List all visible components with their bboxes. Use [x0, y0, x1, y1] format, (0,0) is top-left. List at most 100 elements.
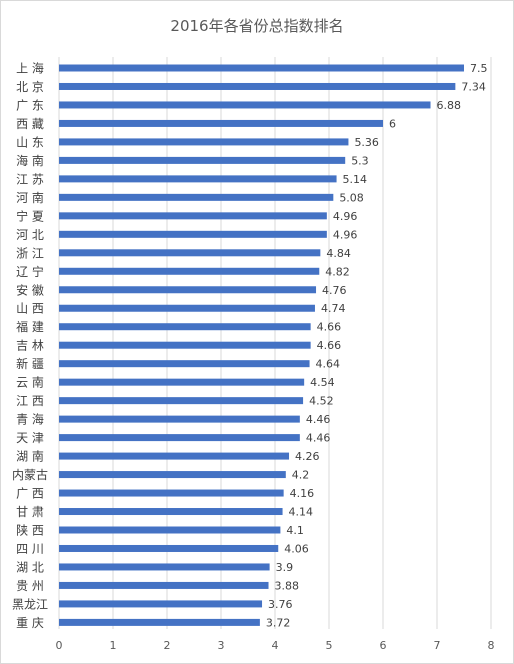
bars — [59, 64, 464, 626]
bar — [59, 600, 263, 608]
category-label: 山 东 — [16, 135, 44, 149]
category-label: 黑龙江 — [12, 597, 48, 611]
category-label: 西 藏 — [16, 117, 44, 131]
category-label: 山 西 — [16, 302, 44, 316]
bar — [59, 249, 321, 257]
category-label: 上 海 — [16, 61, 44, 76]
value-label: 5.36 — [354, 136, 379, 149]
value-label: 4.66 — [317, 321, 342, 334]
value-label: 5.3 — [351, 154, 369, 167]
category-label: 江 苏 — [16, 172, 44, 186]
category-label: 天 津 — [16, 431, 44, 445]
category-label: 内蒙古 — [12, 467, 48, 482]
x-tick-label: 4 — [272, 639, 279, 652]
bar — [59, 378, 305, 386]
category-label: 云 南 — [16, 375, 44, 390]
bar — [59, 286, 317, 294]
category-label: 广 西 — [16, 487, 44, 501]
value-label: 3.72 — [266, 616, 291, 629]
bar — [59, 581, 269, 589]
category-label: 吉 林 — [16, 339, 44, 353]
value-label: 4.2 — [292, 469, 310, 482]
bar — [59, 267, 320, 275]
value-label: 5.14 — [343, 173, 368, 186]
bar — [59, 526, 281, 534]
value-label: 4.54 — [310, 376, 335, 389]
value-label: 4.74 — [321, 302, 346, 315]
bar — [59, 471, 286, 479]
x-tick-label: 5 — [326, 639, 333, 652]
value-label: 4.06 — [284, 542, 309, 555]
value-label: 4.96 — [333, 228, 358, 241]
value-label: 4.16 — [290, 487, 315, 500]
bar — [59, 212, 327, 220]
bar — [59, 138, 349, 146]
bar — [59, 119, 383, 127]
category-label: 浙 江 — [16, 246, 44, 260]
category-label: 江 西 — [16, 394, 44, 408]
chart-title: 2016年各省份总指数排名 — [170, 17, 343, 35]
bar — [59, 434, 300, 442]
bar — [59, 64, 464, 72]
bar — [59, 230, 327, 238]
category-label: 重 庆 — [16, 616, 44, 630]
value-label: 4.66 — [317, 339, 342, 352]
category-label: 陕 西 — [16, 523, 44, 538]
x-tick-label: 7 — [434, 639, 441, 652]
category-label: 新 疆 — [16, 356, 44, 371]
bar — [59, 304, 315, 312]
value-label: 7.34 — [461, 80, 486, 93]
value-label: 3.76 — [268, 598, 293, 611]
value-label: 4.1 — [286, 524, 304, 537]
category-label: 福 建 — [16, 319, 44, 334]
value-label: 6 — [389, 117, 396, 130]
category-label: 北 京 — [16, 80, 44, 94]
x-tick-label: 8 — [488, 639, 495, 652]
value-label: 4.96 — [333, 210, 358, 223]
category-label: 辽 宁 — [16, 264, 44, 279]
category-label: 宁 夏 — [16, 208, 44, 223]
bar — [59, 82, 456, 90]
value-label: 3.88 — [275, 579, 300, 592]
value-label: 4.76 — [322, 284, 347, 297]
value-label: 5.08 — [339, 191, 364, 204]
bar — [59, 397, 304, 405]
x-tick-label: 2 — [164, 639, 171, 652]
x-axis-ticks: 0 1 2 3 4 5 6 7 8 — [56, 639, 495, 652]
value-labels: 7.5 7.34 6.88 6 5.36 5.3 5.14 5.08 4.96 4.96 4.84 4… — [266, 62, 488, 629]
value-label: 4.14 — [289, 506, 314, 519]
bar — [59, 508, 283, 516]
value-label: 3.9 — [276, 561, 294, 574]
value-label: 6.88 — [437, 99, 462, 112]
x-tick-label: 1 — [110, 639, 117, 652]
x-tick-label: 6 — [380, 639, 387, 652]
bar — [59, 618, 260, 626]
value-label: 4.64 — [316, 358, 341, 371]
category-label: 湖 北 — [16, 559, 44, 574]
category-label: 青 海 — [16, 412, 44, 427]
category-label: 河 北 — [16, 228, 44, 242]
bar — [59, 452, 290, 460]
bar — [59, 101, 431, 109]
bar — [59, 563, 270, 571]
category-label: 四 川 — [16, 542, 44, 556]
value-label: 4.46 — [306, 432, 331, 445]
x-tick-label: 3 — [218, 639, 225, 652]
category-label: 海 南 — [16, 153, 44, 168]
category-label: 广 东 — [16, 98, 44, 112]
bar — [59, 156, 346, 164]
value-label: 4.82 — [325, 265, 350, 278]
value-label: 4.52 — [309, 395, 334, 408]
category-label: 湖 南 — [16, 449, 44, 464]
category-labels: 上 海北 京广 东西 藏山 东海 南江 苏河 南宁 夏河 北浙 江辽 宁安 徽山… — [12, 61, 48, 630]
category-label: 安 徽 — [16, 282, 44, 297]
bar — [59, 360, 310, 368]
bar — [59, 544, 279, 552]
value-label: 4.84 — [326, 247, 351, 260]
bar — [59, 323, 311, 331]
bar — [59, 489, 284, 497]
value-label: 7.5 — [470, 62, 488, 75]
bar — [59, 193, 334, 201]
